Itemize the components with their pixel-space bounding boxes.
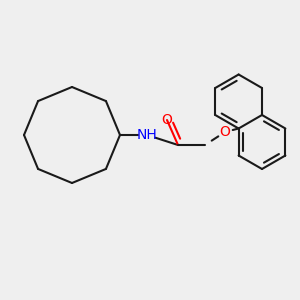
Text: NH: NH — [136, 128, 158, 142]
Text: O: O — [162, 113, 172, 127]
Text: O: O — [220, 125, 230, 139]
